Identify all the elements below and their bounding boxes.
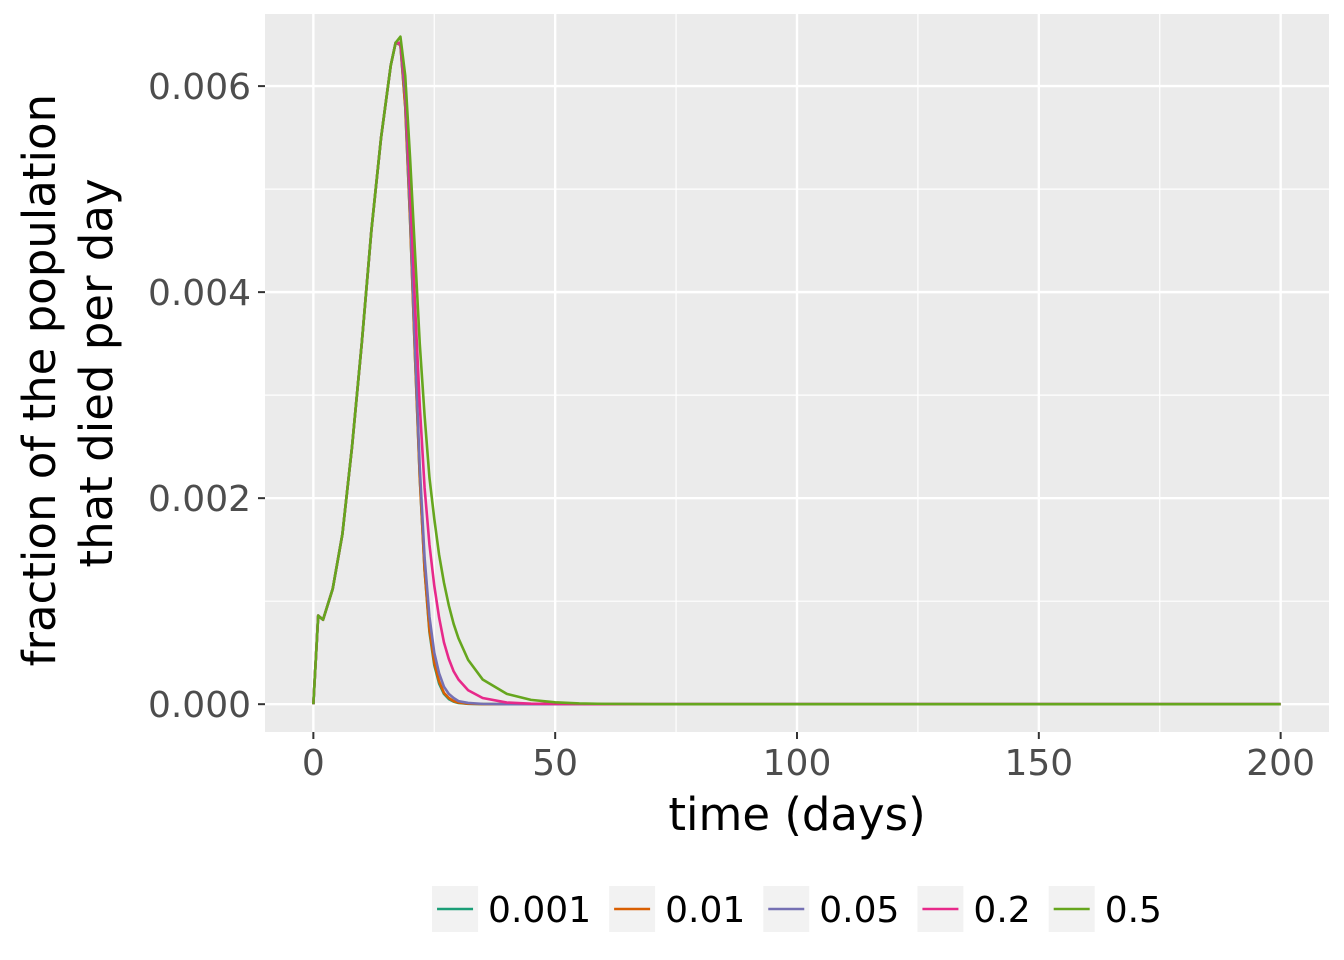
series-line-0.5 [312,35,1281,706]
y-axis-title-line-1: fraction of the population [13,94,66,666]
major-gridlines [265,14,1329,732]
y-axis-title: fraction of the population that died per… [13,80,123,667]
legend-label: 0.2 [973,890,1030,931]
y-tick-label: 0.002 [148,479,251,520]
y-axis-title-line-2: that died per day [70,178,123,567]
legend: 0.001 0.01 0.05 0.2 0.5 [432,886,1162,932]
y-tick-label: 0.006 [148,67,251,108]
x-tick-label: 200 [1246,743,1315,784]
legend-label: 0.5 [1105,890,1162,931]
x-tick-label: 100 [763,743,832,784]
x-tick-label: 0 [302,743,325,784]
y-tick-label: 0.000 [148,685,251,726]
x-axis: 0 50 100 150 200 [302,732,1315,784]
x-axis-title: time (days) [668,788,925,841]
x-tick-label: 50 [532,743,578,784]
y-axis: 0.000 0.002 0.004 0.006 [148,67,265,726]
legend-label: 0.01 [665,890,745,931]
x-tick-label: 150 [1004,743,1073,784]
y-tick-label: 0.004 [148,273,251,314]
legend-label: 0.001 [488,890,591,931]
legend-label: 0.05 [819,890,899,931]
series-lines [312,35,1281,706]
